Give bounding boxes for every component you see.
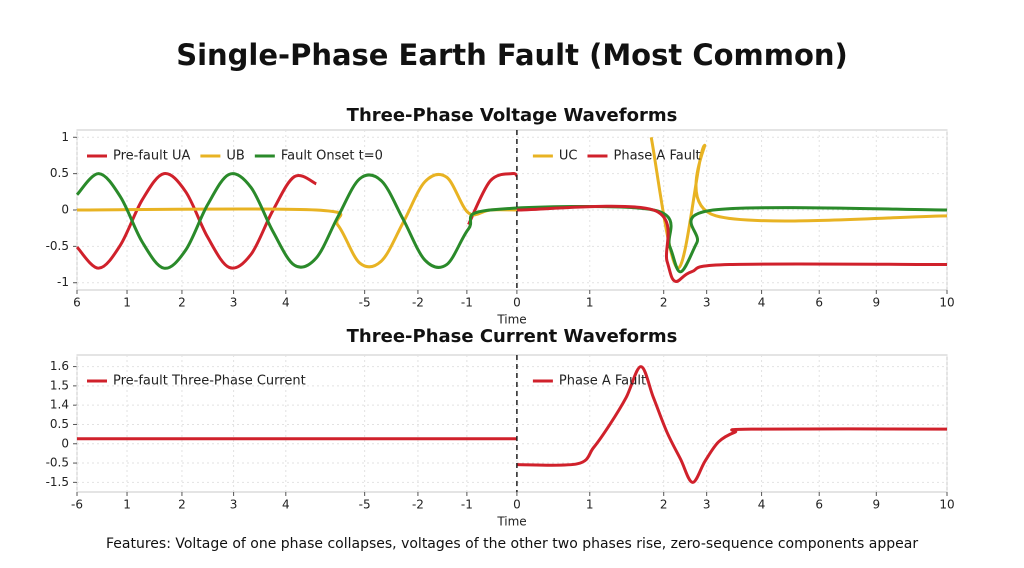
y-tick-label: 1.4 bbox=[50, 398, 69, 412]
chart-title: Three-Phase Voltage Waveforms bbox=[347, 105, 678, 126]
x-tick-label: 2 bbox=[660, 498, 668, 512]
x-tick-label: 6 bbox=[73, 296, 81, 310]
x-tick-label: -5 bbox=[359, 296, 371, 310]
x-tick-label: 1 bbox=[586, 296, 594, 310]
x-tick-label: -1 bbox=[461, 498, 473, 512]
y-tick-label: 0 bbox=[61, 436, 69, 450]
legend-label: Fault Onset t=0 bbox=[281, 149, 383, 164]
y-tick-label: 1.5 bbox=[50, 378, 69, 392]
x-tick-label: -1 bbox=[461, 296, 473, 310]
x-tick-label: 9 bbox=[872, 296, 880, 310]
x-tick-label: 6 bbox=[815, 296, 823, 310]
x-tick-label: 10 bbox=[939, 296, 954, 310]
x-tick-label: 6 bbox=[815, 498, 823, 512]
series-line bbox=[516, 365, 948, 484]
y-tick-label: -0.5 bbox=[46, 456, 69, 470]
y-tick-label: -1.5 bbox=[46, 475, 69, 489]
x-tick-label: 2 bbox=[178, 296, 186, 310]
x-tick-label: 2 bbox=[178, 498, 186, 512]
y-tick-label: 0.5 bbox=[50, 166, 69, 180]
chart-title: Three-Phase Current Waveforms bbox=[347, 326, 678, 347]
x-tick-label: 4 bbox=[758, 296, 766, 310]
x-tick-label: 1 bbox=[123, 498, 131, 512]
series-line bbox=[75, 172, 948, 274]
x-tick-label: 4 bbox=[758, 498, 766, 512]
series-line bbox=[516, 204, 948, 283]
x-tick-label: 3 bbox=[230, 498, 238, 512]
x-tick-label: -6 bbox=[71, 498, 83, 512]
legend-label: UC bbox=[559, 149, 578, 164]
x-tick-label: 3 bbox=[703, 296, 711, 310]
legend-label: UB bbox=[226, 149, 244, 164]
x-tick-label: 0 bbox=[513, 296, 521, 310]
y-tick-label: 0.5 bbox=[50, 417, 69, 431]
x-tick-label: -5 bbox=[359, 498, 371, 512]
x-tick-label: 3 bbox=[703, 498, 711, 512]
legend-label: Phase A Fault bbox=[559, 374, 646, 389]
x-axis-label: Time bbox=[496, 313, 526, 327]
x-tick-label: 1 bbox=[586, 498, 594, 512]
y-tick-label: 0 bbox=[61, 203, 69, 217]
footer-note: Features: Voltage of one phase collapses… bbox=[106, 536, 918, 552]
x-tick-label: -2 bbox=[412, 498, 424, 512]
x-tick-label: 4 bbox=[282, 296, 290, 310]
x-axis-label: Time bbox=[496, 515, 526, 529]
plot-frame bbox=[76, 354, 948, 493]
x-tick-label: 0 bbox=[513, 498, 521, 512]
y-tick-label: 1 bbox=[61, 130, 69, 144]
x-tick-label: 2 bbox=[660, 296, 668, 310]
x-tick-label: -2 bbox=[412, 296, 424, 310]
y-tick-label: -1 bbox=[57, 275, 69, 289]
series-line bbox=[76, 172, 517, 269]
x-tick-label: 9 bbox=[872, 498, 880, 512]
x-tick-label: 1 bbox=[123, 296, 131, 310]
x-tick-label: 4 bbox=[282, 498, 290, 512]
y-tick-label: 1.6 bbox=[50, 359, 69, 373]
series-line bbox=[75, 171, 518, 270]
x-tick-label: 10 bbox=[939, 498, 954, 512]
legend-label: Pre-fault UA bbox=[113, 149, 190, 164]
page-title: Single-Phase Earth Fault (Most Common) bbox=[176, 38, 848, 72]
x-tick-label: 3 bbox=[230, 296, 238, 310]
y-tick-label: -0.5 bbox=[46, 239, 69, 253]
legend-label: Pre-fault Three-Phase Current bbox=[113, 374, 306, 389]
legend-label: Phase A Fault bbox=[613, 149, 700, 164]
